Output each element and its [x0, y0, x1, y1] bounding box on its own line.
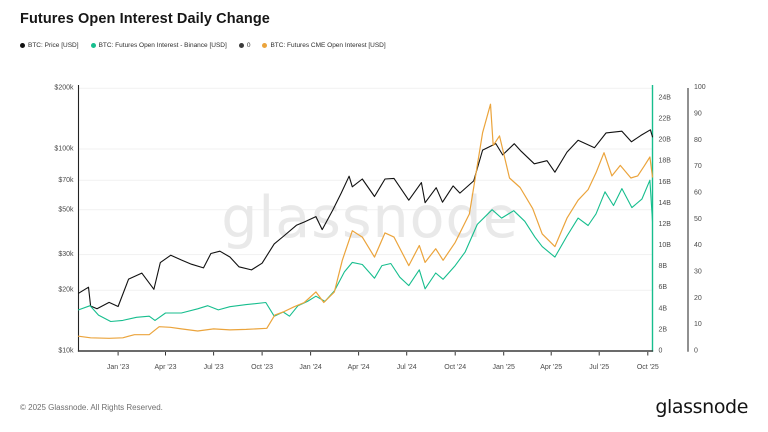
oi-tick-label: 24B: [659, 94, 672, 101]
pct-tick-label: 90: [694, 111, 702, 118]
x-tick-label: Jul '25: [589, 364, 609, 371]
legend-dot-icon: [20, 43, 25, 48]
oi-tick-label: 12B: [659, 221, 672, 228]
oi-tick-label: 6B: [659, 284, 668, 291]
pct-tick-label: 0: [694, 348, 698, 355]
price-tick-label: $10k: [58, 348, 74, 355]
legend-item-0[interactable]: BTC: Price [USD]: [20, 42, 79, 49]
oi-tick-label: 14B: [659, 200, 672, 207]
pct-tick-label: 20: [694, 295, 702, 302]
legend-item-label: BTC: Futures CME Open Interest [USD]: [270, 42, 386, 49]
oi-tick-label: 22B: [659, 115, 672, 122]
oi-tick-label: 8B: [659, 263, 668, 270]
x-tick-label: Oct '24: [444, 364, 466, 371]
oi-tick-label: 18B: [659, 158, 672, 165]
x-tick-label: Jul '24: [397, 364, 417, 371]
x-tick-label: Apr '23: [155, 364, 177, 371]
x-tick-label: Jan '25: [493, 364, 515, 371]
pct-tick-label: 80: [694, 137, 702, 144]
legend-item-2[interactable]: 0: [238, 42, 251, 49]
oi-tick-label: 4B: [659, 305, 668, 312]
series-line-0: [77, 129, 654, 310]
x-tick-label: Jan '23: [107, 364, 129, 371]
legend-item-1[interactable]: BTC: Futures Open Interest - Binance [US…: [90, 42, 227, 49]
x-tick-label: Apr '25: [540, 364, 562, 371]
pct-tick-label: 50: [694, 216, 702, 223]
pct-tick-label: 30: [694, 269, 702, 276]
copyright-text: © 2025 Glassnode. All Rights Reserved.: [20, 403, 163, 412]
price-tick-label: $20k: [58, 287, 74, 294]
price-tick-label: $100k: [54, 146, 74, 153]
pct-tick-label: 70: [694, 163, 702, 170]
series-group: [77, 103, 654, 352]
price-tick-label: $200k: [54, 85, 74, 92]
x-tick-label: Jul '23: [204, 364, 224, 371]
legend-dot-icon: [262, 43, 268, 48]
oi-tick-label: 10B: [659, 242, 672, 249]
x-tick-label: Oct '25: [637, 364, 659, 371]
series-line-1: [77, 179, 654, 323]
legend-item-label: BTC: Price [USD]: [28, 42, 79, 49]
legend-item-label: BTC: Futures Open Interest - Binance [US…: [98, 42, 227, 49]
watermark: glassnode: [221, 185, 519, 251]
legend-item-3[interactable]: BTC: Futures CME Open Interest [USD]: [262, 42, 386, 49]
page-title: Futures Open Interest Daily Change: [20, 11, 270, 27]
tick-labels-group: Jan '23 Apr '23 Jul '23 Oct '23 Jan '24 Apr '…: [54, 84, 705, 371]
series-line-3: [77, 103, 654, 339]
glassnode-logo: glassnode: [655, 396, 748, 418]
oi-tick-label: 0: [659, 348, 663, 355]
price-tick-label: $70k: [58, 177, 74, 184]
legend-dot-icon: [238, 43, 244, 48]
legend: BTC: Price [USD] BTC: Futures Open Intere…: [20, 42, 386, 49]
legend-item-label: 0: [246, 42, 251, 49]
pct-tick-label: 10: [694, 321, 702, 328]
x-tick-label: Oct '23: [251, 364, 273, 371]
oi-tick-label: 2B: [659, 326, 668, 333]
pct-tick-label: 60: [694, 190, 702, 197]
price-tick-label: $30k: [58, 251, 74, 258]
oi-tick-label: 16B: [659, 179, 672, 186]
x-tick-label: Jan '24: [299, 364, 321, 371]
pct-tick-label: 100: [694, 84, 706, 91]
price-tick-label: $50k: [58, 206, 74, 213]
legend-dot-icon: [90, 43, 96, 48]
oi-tick-label: 20B: [659, 137, 672, 144]
pct-tick-label: 40: [694, 242, 702, 249]
x-tick-label: Apr '24: [348, 364, 370, 371]
